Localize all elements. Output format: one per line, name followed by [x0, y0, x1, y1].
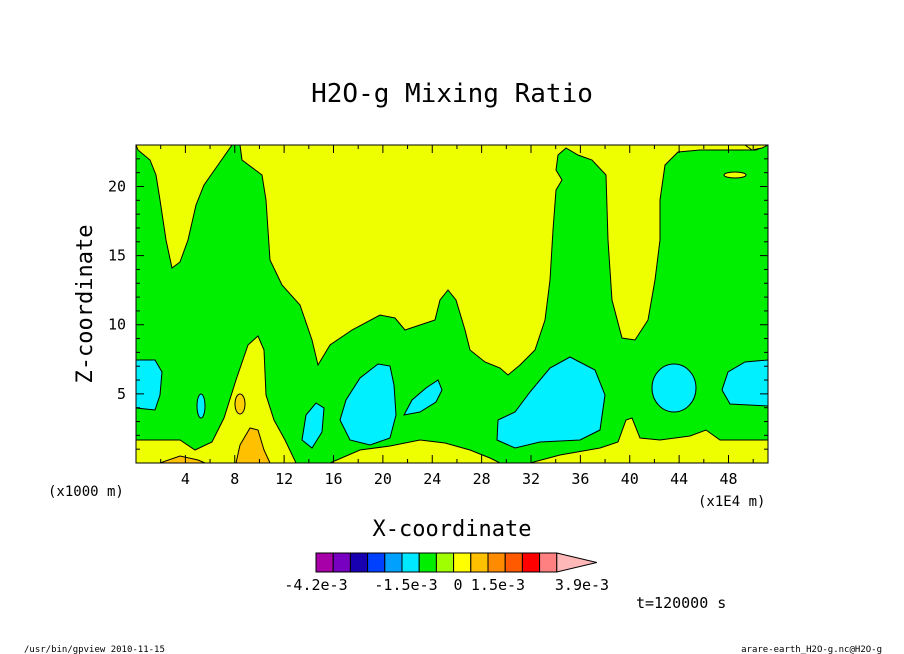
colorbar-label: 1.5e-3: [471, 576, 525, 594]
contour-cyan-small1: [196, 393, 206, 419]
x-tick-label: 16: [324, 470, 342, 488]
colorbar-box: [487, 552, 506, 573]
y-axis-label: Z-coordinate: [73, 225, 98, 384]
x-axis: 4 8 12 16 20 24 28 32 36 40 44 48: [160, 145, 754, 488]
y-tick-label: 10: [108, 316, 126, 334]
colorbar-box: [332, 552, 351, 573]
contour-yellow-topright: [744, 145, 768, 151]
contour-cyan-right: [721, 359, 768, 407]
y-tick-label: 20: [108, 177, 126, 195]
contour-cyan-left: [136, 359, 163, 411]
colorbar-box: [384, 552, 403, 573]
x-tick-label: 44: [670, 470, 688, 488]
contour-yellow-upper-center: [239, 145, 768, 376]
x-tick-label: 4: [181, 470, 190, 488]
colorbar-label: 0: [453, 576, 462, 594]
contour-yellow-islet: [723, 171, 747, 179]
colorbar-box: [470, 552, 489, 573]
contour-field: [136, 145, 768, 463]
x-tick-label: 8: [230, 470, 239, 488]
colorbar: [315, 552, 597, 573]
contour-orange-surface: [235, 427, 271, 463]
x-tick-label: 32: [522, 470, 540, 488]
x-tick-label: 48: [719, 470, 737, 488]
footer-left: /usr/bin/gpview 2010-11-15: [24, 645, 165, 654]
chart-title: H2O-g Mixing Ratio: [311, 79, 593, 109]
contour-cyan-23: [403, 379, 443, 416]
time-label: t=120000 s: [636, 594, 726, 612]
contour-yellow-surface-mid: [329, 439, 501, 463]
colorbar-arrow: [556, 552, 597, 573]
contour-yellow-upper: [136, 145, 233, 269]
colorbar-labels: -4.2e-3 -1.5e-3 0 1.5e-3 3.9e-3: [284, 576, 609, 594]
colorbar-box: [539, 552, 558, 573]
y-axis: 5 10 15 20: [108, 158, 768, 450]
contour-orange-sliver: [159, 455, 206, 463]
x-tick-label: 24: [423, 470, 441, 488]
colorbar-box: [435, 552, 455, 573]
x-axis-label: X-coordinate: [373, 517, 532, 542]
colorbar-label: -4.2e-3: [284, 576, 347, 594]
colorbar-box: [418, 552, 437, 573]
x-unit-left: (x1000 m): [48, 484, 124, 500]
x-tick-label: 20: [374, 470, 392, 488]
x-tick-label: 36: [571, 470, 589, 488]
colorbar-label: -1.5e-3: [374, 576, 437, 594]
colorbar-box: [504, 552, 523, 573]
contour-cyan-31: [496, 356, 606, 449]
x-tick-label: 28: [473, 470, 491, 488]
x-unit-right: (x1E4 m): [698, 494, 765, 510]
contour-yellow-small8: [234, 393, 246, 415]
colorbar-box: [367, 552, 386, 573]
colorbar-box: [521, 552, 541, 573]
y-tick-label: 15: [108, 247, 126, 265]
x-tick-label: 40: [621, 470, 639, 488]
colorbar-box: [401, 552, 420, 573]
x-tick-label: 12: [275, 470, 293, 488]
contour-cyan-19: [339, 363, 397, 446]
colorbar-box: [315, 552, 334, 573]
contour-yellow-surface-right: [529, 417, 768, 463]
colorbar-box: [349, 552, 369, 573]
contour-cyan-14: [301, 402, 325, 449]
colorbar-box: [453, 552, 472, 573]
y-tick-label: 5: [117, 385, 126, 403]
plot-frame: [135, 144, 769, 464]
footer-right: arare-earth_H2O-g.nc@H2O-g: [741, 645, 882, 654]
colorbar-label: 3.9e-3: [555, 576, 609, 594]
contour-cyan-43: [651, 363, 697, 413]
